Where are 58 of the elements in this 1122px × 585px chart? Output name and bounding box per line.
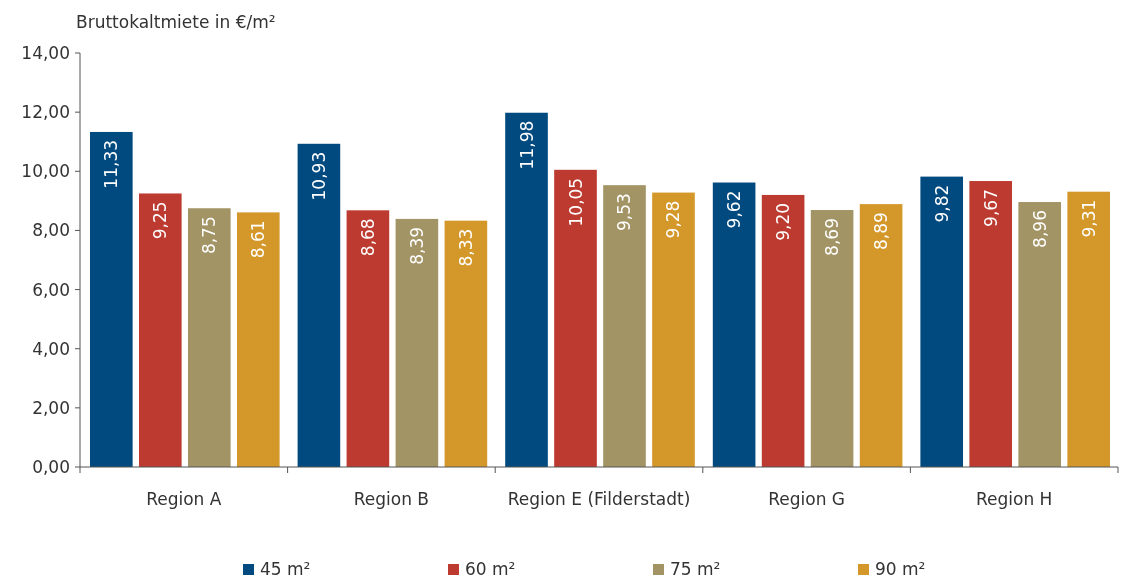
- bar: [810, 210, 854, 467]
- data-label: 9,82: [931, 184, 952, 223]
- data-label: 8,33: [455, 228, 476, 267]
- y-tick-label: 8,00: [32, 220, 70, 241]
- x-tick-label: Region B: [353, 489, 430, 509]
- bar: [395, 218, 439, 467]
- data-label: 9,31: [1078, 199, 1099, 238]
- data-label: 9,20: [773, 202, 794, 241]
- x-tick-label: Region G: [768, 489, 845, 509]
- y-axis-title: Bruttokaltmiete in €/m²: [76, 12, 276, 32]
- bar: [505, 112, 548, 467]
- data-label: 9,25: [150, 201, 171, 240]
- y-tick-label: 0,00: [32, 456, 70, 477]
- data-label: 9,28: [663, 200, 684, 239]
- legend-label: 45 m²: [260, 559, 311, 579]
- bar: [297, 143, 341, 467]
- y-tick-label: 4,00: [32, 338, 70, 359]
- bar: [236, 212, 280, 467]
- bar: [138, 193, 182, 467]
- y-tick-label: 10,00: [21, 161, 70, 182]
- x-tick-label: Region H: [976, 489, 1053, 509]
- bar: [652, 192, 695, 467]
- y-tick-label: 12,00: [21, 102, 70, 123]
- data-label: 9,62: [724, 190, 745, 229]
- bar: [761, 194, 805, 467]
- y-tick-label: 2,00: [32, 397, 70, 418]
- data-label: 10,93: [308, 151, 329, 201]
- bar: [187, 208, 231, 467]
- bar: [346, 210, 390, 467]
- data-label: 8,68: [357, 218, 378, 257]
- y-tick-label: 6,00: [32, 279, 70, 300]
- data-label: 8,89: [871, 212, 892, 250]
- data-label: 8,69: [822, 218, 843, 256]
- y-tick-label: 14,00: [21, 42, 70, 63]
- bar: [712, 182, 756, 467]
- legend-label: 60 m²: [465, 559, 516, 579]
- data-label: 8,61: [248, 220, 269, 259]
- data-label: 9,67: [980, 189, 1001, 227]
- legend-label: 75 m²: [670, 559, 721, 579]
- data-label: 10,05: [565, 177, 586, 227]
- x-tick-label: Region E (Filderstadt): [507, 489, 691, 509]
- bar: [90, 131, 133, 467]
- data-label: 11,33: [101, 139, 122, 189]
- bar: [969, 181, 1013, 467]
- bar: [554, 169, 597, 467]
- bar: [859, 204, 903, 467]
- data-label: 8,39: [406, 226, 427, 265]
- legend-label: 90 m²: [875, 559, 926, 579]
- bar: [1067, 191, 1110, 467]
- bar: [1018, 202, 1061, 467]
- bar: [444, 220, 488, 467]
- bar: [920, 176, 964, 467]
- data-label: 8,75: [199, 216, 220, 255]
- x-tick-label: Region A: [146, 489, 222, 509]
- data-label: 11,98: [516, 120, 537, 170]
- data-label: 9,53: [614, 193, 635, 232]
- data-label: 8,96: [1029, 210, 1050, 248]
- bar: [603, 185, 646, 467]
